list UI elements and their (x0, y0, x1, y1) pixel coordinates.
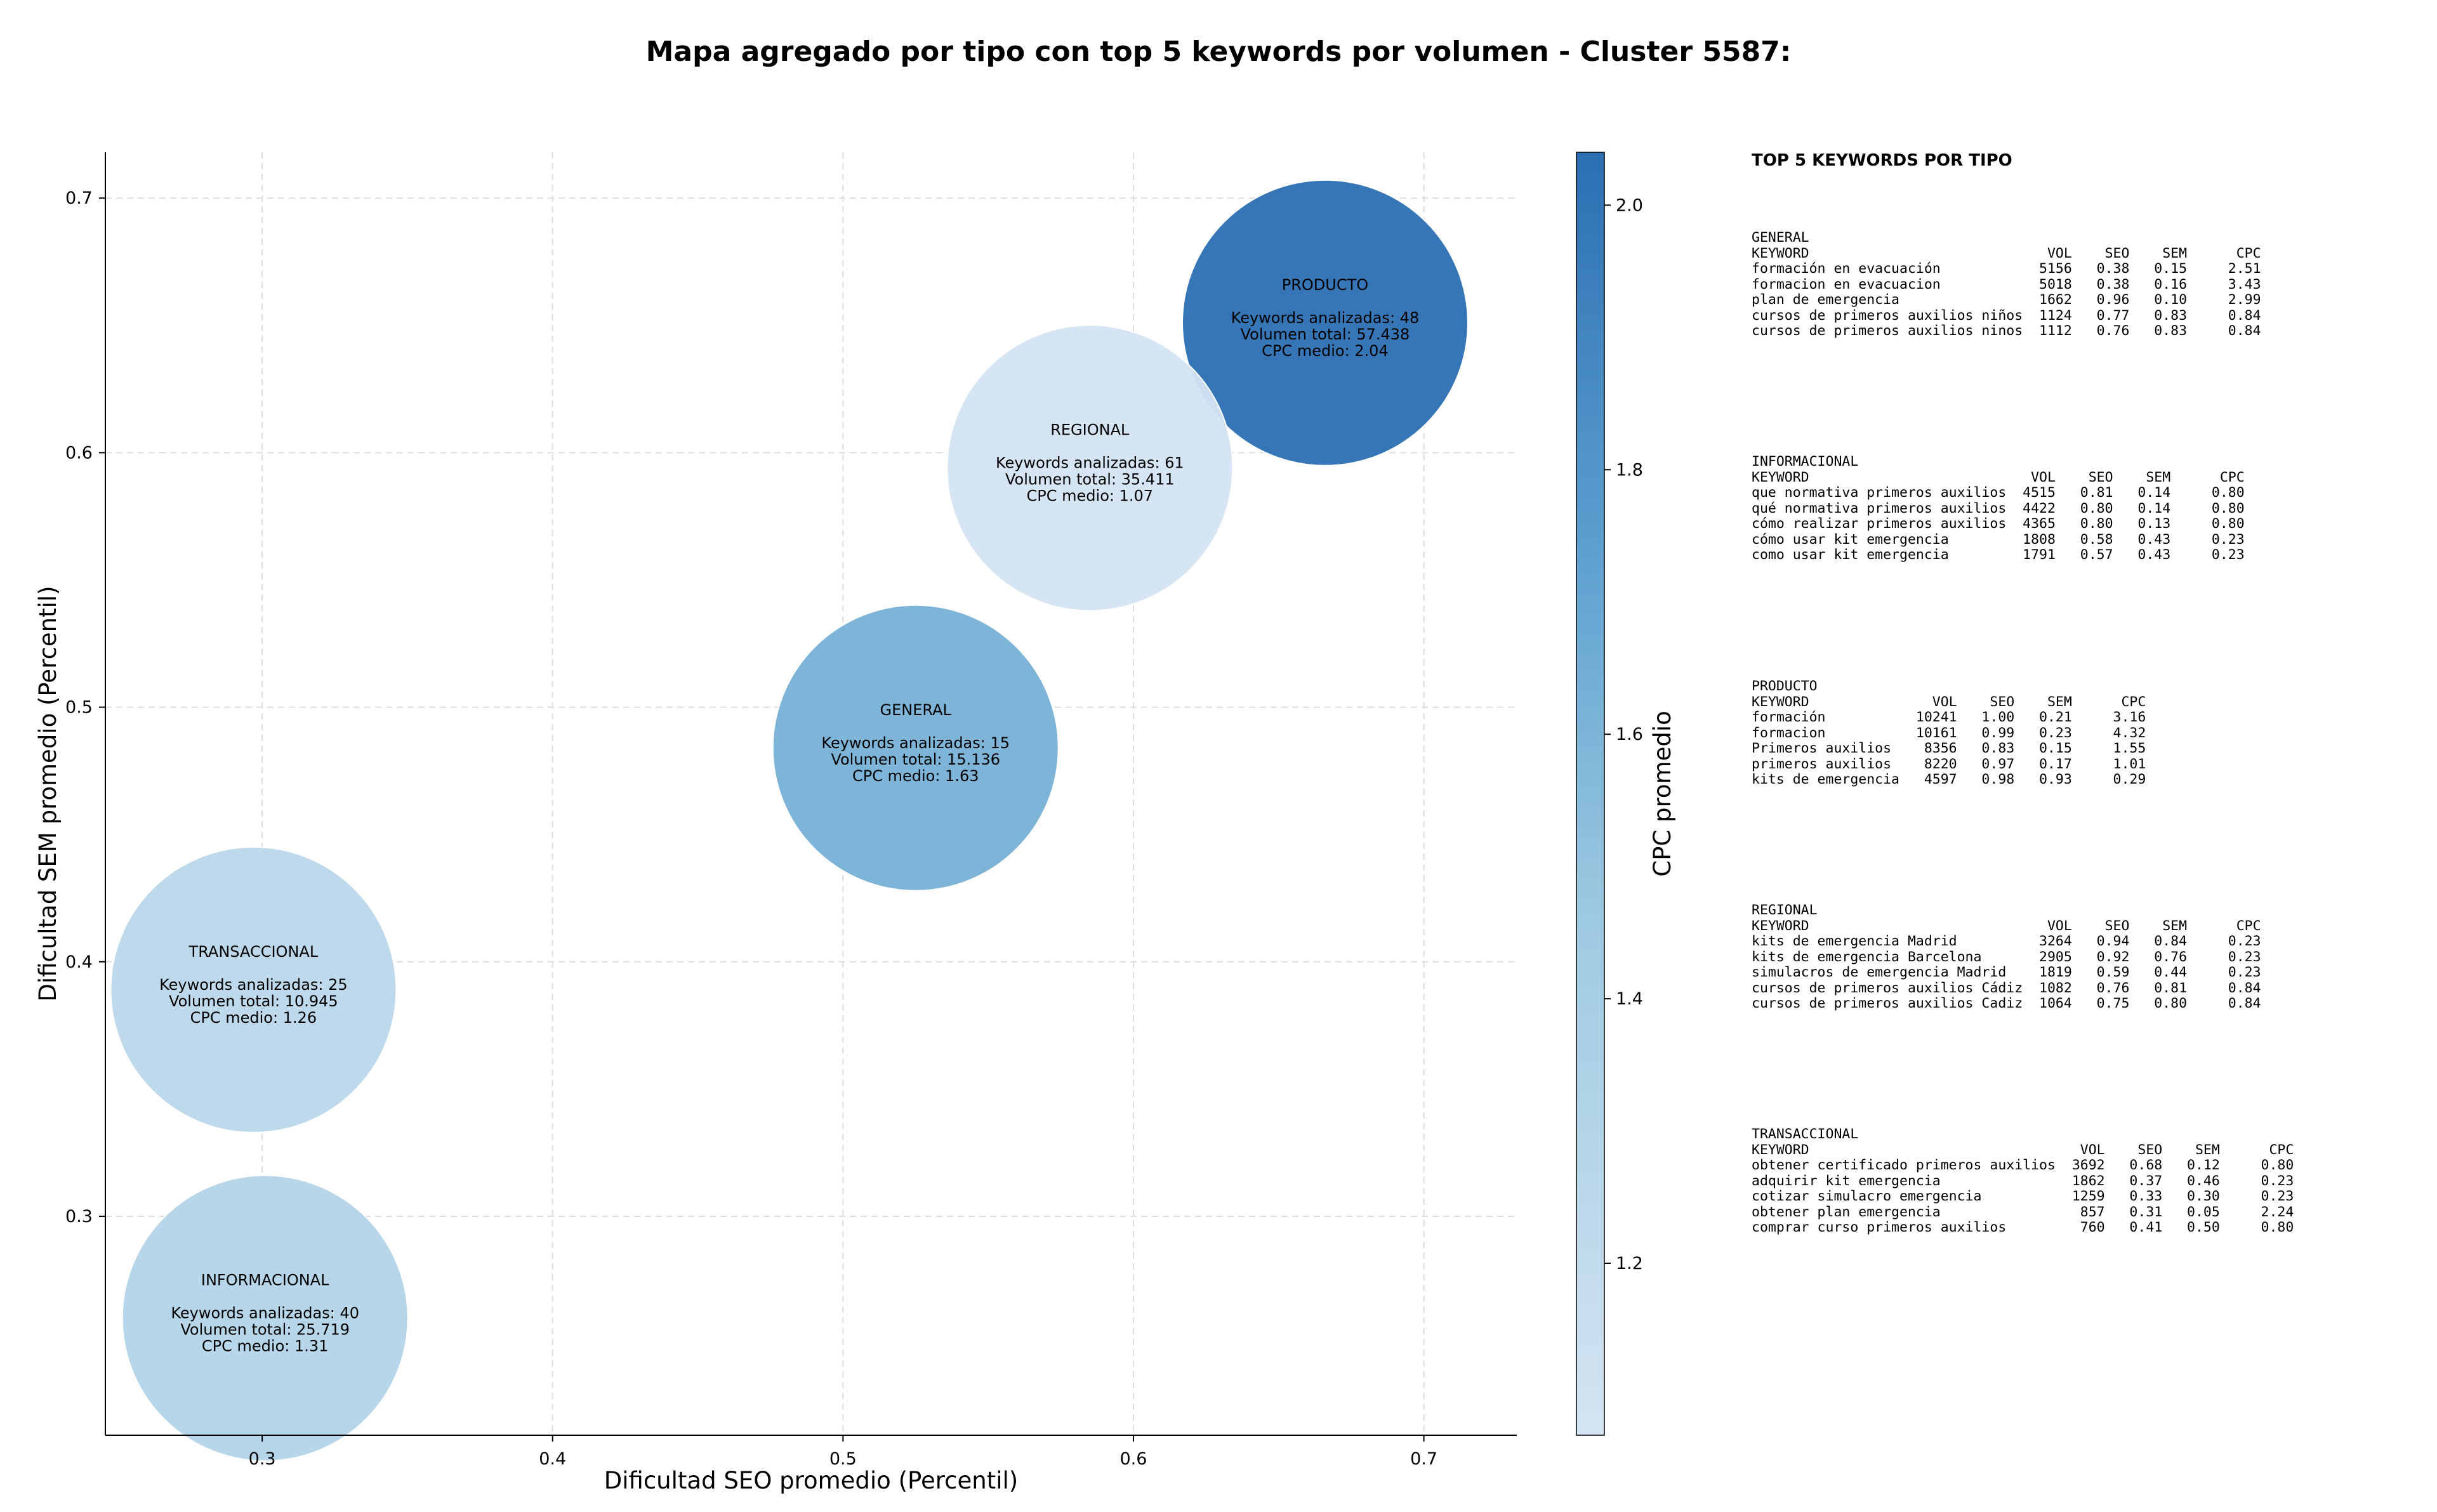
panel-title: TOP 5 KEYWORDS POR TIPO (1752, 151, 2012, 170)
y-tick-label: 0.4 (65, 952, 93, 972)
colorbar-tick-label: 2.0 (1616, 195, 1643, 215)
bubble-keywords-label: Keywords analizadas: 61 (996, 454, 1184, 471)
y-axis-label: Dificultad SEM promedio (Percentil) (34, 586, 62, 1001)
bubble-keywords-label: Keywords analizadas: 40 (171, 1304, 359, 1322)
bubble-transaccional: TRANSACCIONAL Keywords analizadas: 25Volu… (110, 846, 397, 1133)
x-tick-label: 0.3 (249, 1449, 276, 1469)
bubble-volume-label: Volumen total: 35.411 (1005, 470, 1175, 488)
x-tick-label: 0.6 (1119, 1449, 1147, 1469)
bubble-type-label: REGIONAL (1050, 421, 1130, 438)
chart-title: Mapa agregado por tipo con top 5 keyword… (645, 36, 1792, 68)
keywords-block-transaccional: TRANSACCIONAL KEYWORD VOL SEO SEM CPC ob… (1752, 1126, 2294, 1235)
y-tick-label: 0.7 (65, 188, 93, 208)
keywords-block-producto: PRODUCTO KEYWORD VOL SEO SEM CPC formaci… (1752, 678, 2146, 787)
bubble-volume-label: Volumen total: 57.438 (1241, 325, 1410, 343)
bubble-cpc-label: CPC medio: 2.04 (1262, 342, 1389, 360)
bubble-circle (110, 846, 397, 1133)
y-tick-label: 0.6 (65, 443, 93, 463)
bubble-type-label: INFORMACIONAL (201, 1271, 329, 1289)
x-tick-label: 0.4 (539, 1449, 566, 1469)
bubble-keywords-label: Keywords analizadas: 25 (159, 976, 348, 994)
colorbar-tick-label: 1.8 (1616, 460, 1643, 480)
bubble-cpc-label: CPC medio: 1.31 (202, 1337, 329, 1355)
bubble-type-label: GENERAL (880, 701, 952, 719)
bubble-volume-label: Volumen total: 15.136 (831, 751, 1000, 768)
colorbar: 1.2 1.4 1.6 1.8 2.0 CPC promedio (1576, 152, 1676, 1436)
y-tick-label: 0.3 (65, 1207, 93, 1226)
bubble-circle (1181, 179, 1469, 466)
bubble-informacional: INFORMACIONAL Keywords analizadas: 40Volu… (121, 1174, 409, 1462)
x-tick-label: 0.5 (829, 1449, 857, 1469)
keywords-block-general: GENERAL KEYWORD VOL SEO SEM CPC formació… (1752, 230, 2261, 339)
axes (105, 152, 1517, 1436)
top-keywords-panel: TOP 5 KEYWORDS POR TIPO GENERAL KEYWORD … (1752, 151, 2424, 1293)
ticks: 0.3 0.4 0.5 0.6 0.7 0.3 0.4 0.5 0.6 0.7 (65, 188, 1437, 1469)
bubble-type-label: TRANSACCIONAL (188, 943, 319, 961)
colorbar-tick-label: 1.2 (1616, 1254, 1643, 1273)
bubble-keywords-label: Keywords analizadas: 15 (821, 734, 1010, 752)
bubble-cpc-label: CPC medio: 1.63 (852, 767, 979, 785)
bubble-cpc-label: CPC medio: 1.26 (190, 1009, 317, 1027)
bubble-circle (946, 324, 1234, 612)
colorbar-tick-label: 1.4 (1616, 989, 1643, 1009)
keywords-block-informacional: INFORMACIONAL KEYWORD VOL SEO SEM CPC qu… (1752, 454, 2245, 563)
bubble-type-label: PRODUCTO (1282, 276, 1368, 294)
bubble-volume-label: Volumen total: 25.719 (180, 1320, 350, 1338)
x-axis-label: Dificultad SEO promedio (Percentil) (604, 1467, 1018, 1494)
x-tick-label: 0.7 (1410, 1449, 1437, 1469)
colorbar-gradient (1576, 152, 1605, 1436)
bubble-circle (772, 604, 1059, 891)
keywords-block-regional: REGIONAL KEYWORD VOL SEO SEM CPC kits de… (1752, 902, 2261, 1011)
bubble-keywords-label: Keywords analizadas: 48 (1231, 309, 1420, 327)
bubble-cpc-label: CPC medio: 1.07 (1027, 487, 1154, 504)
colorbar-label: CPC promedio (1649, 711, 1676, 876)
bubble-volume-label: Volumen total: 10.945 (169, 992, 338, 1010)
colorbar-tick-label: 1.6 (1616, 725, 1643, 744)
bubble-circle (121, 1174, 409, 1462)
y-tick-label: 0.5 (65, 698, 93, 718)
colorbar-ticks: 1.2 1.4 1.6 1.8 2.0 (1604, 195, 1643, 1273)
